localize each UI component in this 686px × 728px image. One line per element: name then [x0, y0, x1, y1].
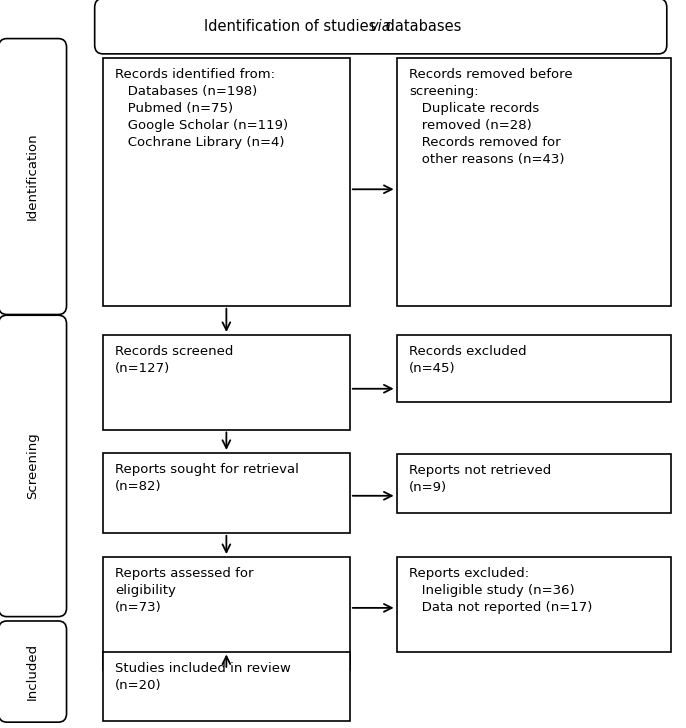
Bar	[103, 453, 350, 533]
Bar	[397, 335, 671, 402]
Text: Included: Included	[26, 643, 39, 700]
Bar	[397, 58, 671, 306]
Bar	[103, 335, 350, 430]
Text: Identification of studies: Identification of studies	[204, 19, 381, 33]
Text: Records excluded
(n=45): Records excluded (n=45)	[409, 345, 526, 375]
Text: Reports not retrieved
(n=9): Reports not retrieved (n=9)	[409, 464, 551, 494]
Text: Screening: Screening	[26, 432, 39, 499]
FancyBboxPatch shape	[0, 39, 67, 314]
Bar	[103, 652, 350, 721]
Text: Records identified from:
   Databases (n=198)
   Pubmed (n=75)
   Google Scholar: Records identified from: Databases (n=19…	[115, 68, 288, 149]
Text: Records screened
(n=127): Records screened (n=127)	[115, 345, 234, 375]
Bar	[103, 557, 350, 670]
Bar	[397, 454, 671, 513]
Text: Identification: Identification	[26, 132, 39, 221]
Text: Reports excluded:
   Ineligible study (n=36)
   Data not reported (n=17): Reports excluded: Ineligible study (n=36…	[409, 567, 592, 614]
FancyBboxPatch shape	[0, 315, 67, 617]
Text: Records removed before
screening:
   Duplicate records
   removed (n=28)
   Reco: Records removed before screening: Duplic…	[409, 68, 573, 167]
Text: Reports sought for retrieval
(n=82): Reports sought for retrieval (n=82)	[115, 463, 299, 493]
FancyBboxPatch shape	[0, 621, 67, 722]
Text: via: via	[370, 19, 392, 33]
FancyBboxPatch shape	[95, 0, 667, 54]
Text: Identification of studies via databases: Identification of studies via databases	[241, 19, 520, 33]
Text: databases: databases	[381, 19, 461, 33]
Bar	[103, 58, 350, 306]
Bar	[397, 557, 671, 652]
Text: Studies included in review
(n=20): Studies included in review (n=20)	[115, 662, 291, 692]
Text: Reports assessed for
eligibility
(n=73): Reports assessed for eligibility (n=73)	[115, 567, 254, 614]
